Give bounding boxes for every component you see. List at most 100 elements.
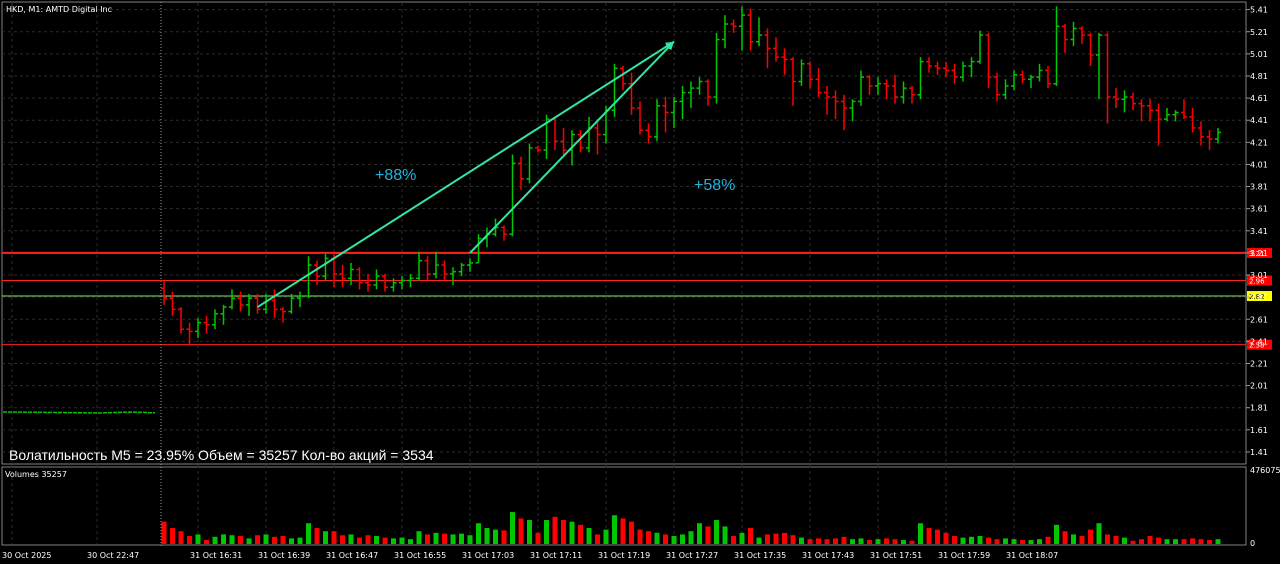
candle [586,116,592,153]
volume-bar [705,526,711,544]
trendline[interactable] [256,40,675,308]
candle [1028,74,1034,89]
volume-bar [782,532,787,544]
candle [161,280,167,305]
volume-bar [280,536,286,544]
volume-bar [1215,539,1221,544]
candle [348,262,354,285]
y-tick-label: 4.41 [1250,116,1268,125]
volume-bar [892,539,898,544]
volume-bar [756,537,762,544]
volume-zero-label: 0 [1250,539,1255,548]
x-tick-label: 31 Oct 18:07 [1006,551,1058,560]
y-tick-label: 1.61 [1250,426,1268,435]
candle [1002,79,1009,100]
volume-bar [1181,539,1187,544]
volume-bar [1028,540,1034,544]
x-tick-label: 31 Oct 17:11 [530,551,582,560]
volume-bar [408,539,413,544]
volume-bar [1190,538,1195,544]
x-tick-label: 31 Oct 17:19 [598,551,650,560]
candle [917,57,924,100]
y-tick-label: 4.01 [1250,160,1268,169]
volume-bar [977,536,983,544]
previous-session-line [2,411,156,414]
candle [373,269,380,290]
candle [671,96,677,128]
candle [875,77,881,95]
trendline[interactable] [469,41,675,254]
candle [416,251,422,281]
volume-bar [331,531,337,544]
volume-bar [646,531,651,544]
candle [628,72,635,115]
volume-bar [178,531,184,544]
volume-bar [697,523,702,544]
volume-bar [688,531,694,544]
candle [399,276,405,290]
candle [322,254,329,281]
main-chart-frame [1,1,1247,465]
candle [186,322,193,345]
volume-bar [654,532,660,544]
candle [841,94,847,131]
candle [365,273,371,292]
candle [237,291,244,312]
volume-bar [663,534,668,544]
candle [960,61,966,82]
candle [951,63,958,84]
volume-bar [1003,538,1008,544]
candle [169,291,176,316]
volume-bar [314,528,320,544]
volume-bar [637,529,643,544]
y-tick-label: 3.81 [1250,183,1268,192]
volume-bar [518,518,524,544]
volume-bar [391,538,396,544]
candle [900,81,907,104]
candle [620,66,626,91]
x-tick-label: 31 Oct 17:51 [870,551,922,560]
y-tick-label: 2.01 [1250,382,1268,391]
candle [271,289,278,319]
level-price-label: 3.21 [1249,250,1265,258]
volume-bar [161,521,167,544]
candle [1070,21,1077,47]
volume-bar [425,534,430,544]
volume-bar [238,536,243,544]
volume-bar [722,526,728,544]
candle [1155,103,1162,146]
candle [1164,108,1170,122]
candle [679,85,686,120]
volume-bars [161,512,1221,544]
volume-bar [731,536,736,544]
candle [994,72,1000,102]
horizontal-levels[interactable]: 3.21 2.96 2.82 2.38 [2,247,1272,350]
volume-bar [739,532,745,544]
y-axis: 5.41 5.21 5.01 4.81 4.61 4.41 4.21 4.01 3.81 3.61… [1246,6,1268,457]
candle [713,32,720,104]
volume-bar [816,538,821,544]
candle [934,61,941,75]
volume-bar [620,518,626,544]
volume-bar [1037,539,1042,544]
volume-bar [374,536,379,544]
volume-bar [306,523,311,544]
candle [1079,26,1085,44]
volume-bar [229,535,235,544]
candle [220,304,227,325]
candle [1062,24,1068,53]
candles [161,6,1221,345]
trendlines[interactable] [256,40,675,308]
volume-bar [773,533,779,544]
volume-bar [714,520,719,544]
candle [730,19,737,33]
y-tick-label: 3.01 [1250,271,1268,280]
candle [866,74,873,95]
candle [781,48,788,75]
candle [424,256,431,281]
candle [212,309,218,330]
volumes-label: Volumes 35257 [5,470,67,479]
candle [1181,99,1187,120]
volume-bar [748,528,753,544]
